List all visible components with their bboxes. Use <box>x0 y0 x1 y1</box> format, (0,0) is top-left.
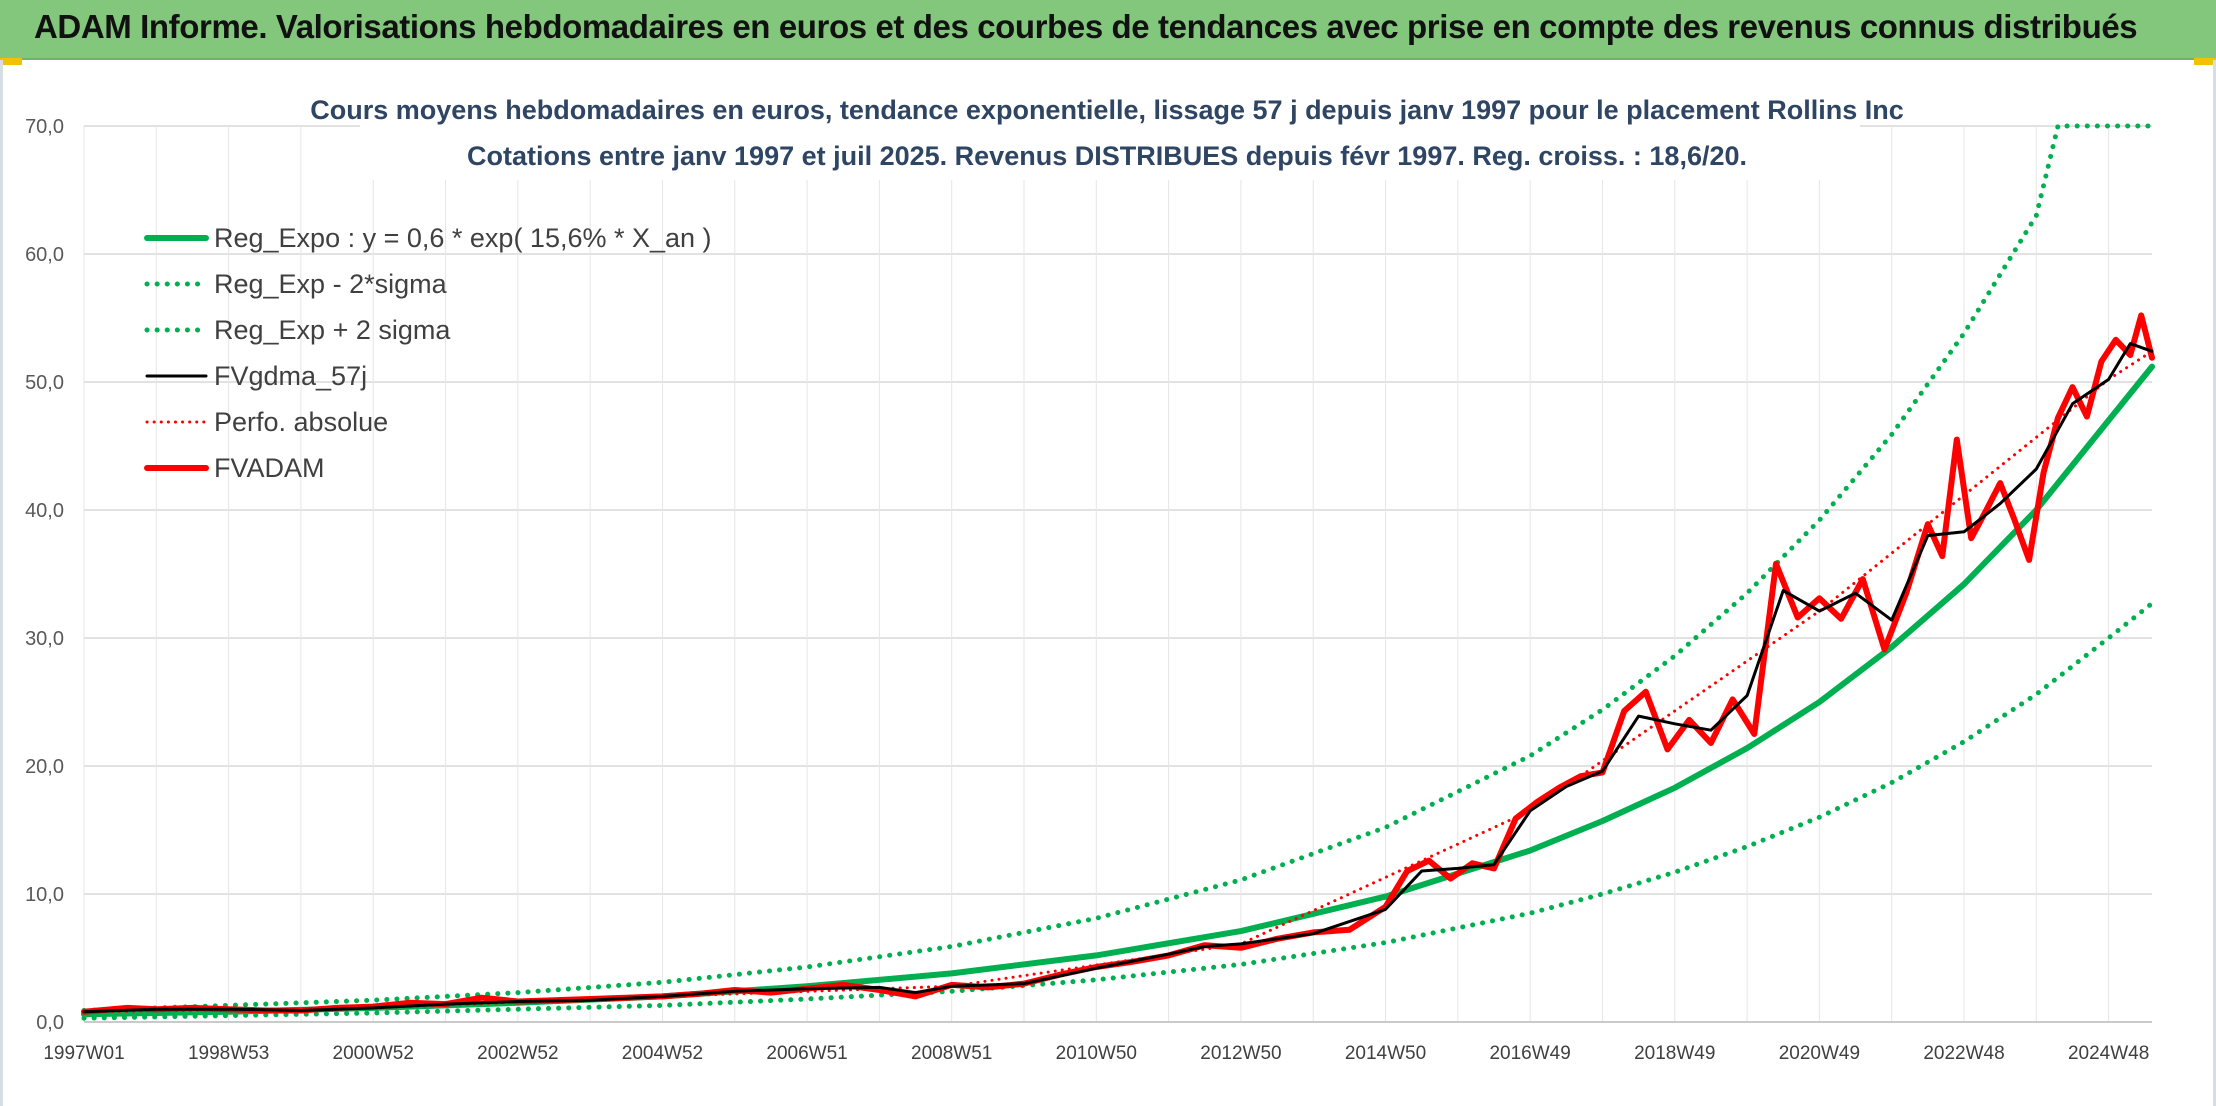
x-tick-label: 1998W53 <box>188 1043 269 1064</box>
series-line-1 <box>81 363 2155 1018</box>
grid-lines <box>83 125 2152 1023</box>
x-tick-label: 2022W48 <box>1923 1043 2004 1064</box>
banner: ADAM Informe. Valorisations hebdomadaire… <box>0 0 2216 60</box>
x-tick-label: 2016W49 <box>1489 1043 1570 1064</box>
legend-label: FVgdma_57j <box>214 361 367 391</box>
y-tick-label: 60,0 <box>25 244 64 266</box>
legend-label: FVADAM <box>214 453 325 483</box>
legend-label: Reg_Expo : y = 0,6 * exp( 15,6% * X_an ) <box>214 223 712 253</box>
legend-label: Reg_Exp - 2*sigma <box>214 269 448 299</box>
x-tick-label: 2024W48 <box>2068 1043 2149 1064</box>
x-tick-label: 1997W01 <box>43 1043 124 1064</box>
x-tick-label: 2004W52 <box>622 1043 703 1064</box>
title-background <box>360 88 1860 180</box>
x-tick-label: 2010W50 <box>1056 1043 1137 1064</box>
x-tick-label: 2012W50 <box>1200 1043 1281 1064</box>
series-line-3 <box>81 123 2155 1013</box>
series-line-6 <box>81 312 2155 1015</box>
series-lines <box>81 123 2155 1021</box>
chart-title: Cours moyens hebdomadaires en euros, ten… <box>310 95 1904 125</box>
x-tick-label: 2000W52 <box>333 1043 414 1064</box>
y-tick-label: 40,0 <box>25 500 64 522</box>
x-tick-label: 2002W52 <box>477 1043 558 1064</box>
y-tick-label: 30,0 <box>25 628 64 650</box>
x-axis-ticks: 1997W01 1998W53 2000W52 2002W52 2004W52 2006W… <box>43 1043 2149 1064</box>
banner-title: ADAM Informe. Valorisations hebdomadaire… <box>34 8 2138 45</box>
legend-label: Reg_Exp + 2 sigma <box>214 315 451 345</box>
y-axis-ticks: 0,0 10,0 20,0 30,0 40,0 50,0 60,0 70,0 <box>25 116 64 1034</box>
chart-subtitle: Cotations entre janv 1997 et juil 2025. … <box>467 141 1747 171</box>
corner-mark-top-right <box>2194 58 2216 65</box>
x-tick-label: 2006W51 <box>766 1043 847 1064</box>
y-tick-label: 20,0 <box>25 756 64 778</box>
corner-mark-top-left <box>0 58 22 65</box>
x-tick-label: 2018W49 <box>1634 1043 1715 1064</box>
series-line-2 <box>81 600 2155 1021</box>
x-tick-label: 2020W49 <box>1779 1043 1860 1064</box>
chart-frame <box>0 60 2216 1106</box>
y-tick-label: 70,0 <box>25 116 64 138</box>
y-tick-label: 50,0 <box>25 372 64 394</box>
y-tick-label: 0,0 <box>36 1012 64 1034</box>
legend: Reg_Expo : y = 0,6 * exp( 15,6% * X_an )… <box>144 223 712 483</box>
x-tick-label: 2014W50 <box>1345 1043 1426 1064</box>
legend-label: Perfo. absolue <box>214 407 388 437</box>
x-tick-label: 2008W51 <box>911 1043 992 1064</box>
series-line-4 <box>82 342 2154 1014</box>
y-tick-label: 10,0 <box>25 884 64 906</box>
chart-titles: Cours moyens hebdomadaires en euros, ten… <box>310 88 1904 180</box>
